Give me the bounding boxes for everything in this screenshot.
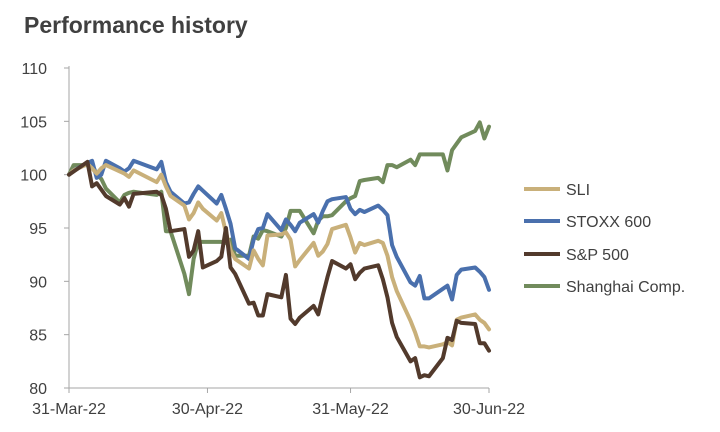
legend: SLI STOXX 600 S&P 500 Shanghai Comp. [524, 182, 685, 296]
legend-label-shanghai-comp: Shanghai Comp. [566, 279, 685, 296]
x-axis-ticks: 31-Mar-22 30-Apr-22 31-May-22 30-Jun-22 [32, 388, 525, 418]
x-tick-label: 31-May-22 [312, 401, 389, 418]
series-line-shanghai-comp [67, 120, 491, 297]
y-tick-label: 90 [29, 274, 47, 291]
x-tick-label: 30-Jun-22 [453, 401, 525, 418]
series-line-stoxx-600 [67, 158, 491, 302]
y-tick-label: 85 [29, 328, 47, 345]
legend-label-sli: SLI [566, 182, 590, 199]
series-line-s-p-500 [67, 159, 491, 380]
y-tick-label: 100 [20, 168, 47, 185]
y-tick-label: 95 [29, 221, 47, 238]
y-axis-ticks: 80 85 90 95 100 105 110 [20, 61, 69, 398]
legend-label-s-p-500: S&P 500 [566, 247, 629, 264]
legend-label-stoxx-600: STOXX 600 [566, 214, 651, 231]
y-tick-label: 80 [29, 381, 47, 398]
x-tick-label: 31-Mar-22 [32, 401, 106, 418]
y-tick-label: 110 [21, 61, 47, 78]
x-tick-label: 30-Apr-22 [172, 401, 243, 418]
series-lines [67, 120, 491, 380]
series-line-sli [67, 162, 491, 350]
y-tick-label: 105 [20, 114, 47, 131]
chart-title: Performance history [24, 12, 248, 38]
